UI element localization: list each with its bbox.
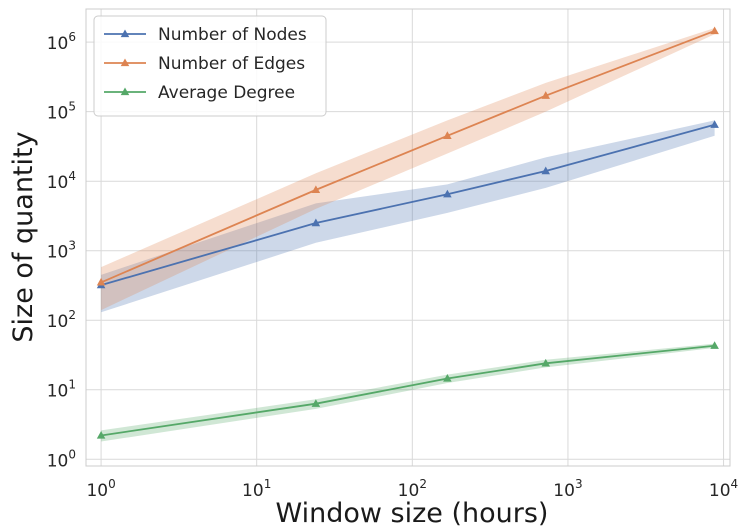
plot-area-frame: [85, 8, 731, 467]
y-tick-label: 101: [47, 378, 76, 402]
average-degree-point: [311, 399, 321, 407]
number-of-nodes-band: [101, 120, 715, 313]
number-of-nodes-point: [710, 120, 719, 128]
number-of-edges-point: [443, 131, 452, 139]
y-tick-label: 104: [47, 169, 76, 193]
legend-label: Number of Edges: [158, 54, 305, 74]
x-tick-label: 102: [398, 477, 427, 501]
average-degree-point: [541, 358, 551, 367]
legend-marker: [120, 87, 130, 96]
x-tick-label: 100: [86, 477, 115, 501]
y-tick-label: 106: [47, 30, 76, 54]
x-tick-label: 101: [242, 477, 271, 501]
legend-marker: [120, 29, 130, 38]
number-of-edges-point: [96, 277, 106, 286]
y-tick-labels: 100 101 102 103 104 105 106: [47, 30, 76, 471]
average-degree-point: [443, 374, 452, 382]
x-tick-labels: 100 101 102 103 104: [86, 477, 738, 501]
legend-label: Average Degree: [158, 83, 295, 103]
y-tick-label: 105: [47, 100, 76, 124]
average-degree-point: [710, 341, 719, 349]
legend-marker: [120, 58, 130, 67]
y-tick-label: 102: [47, 308, 76, 332]
x-tick-label: 103: [553, 477, 582, 501]
number-of-edges-point: [710, 26, 719, 35]
legend-label: Number of Nodes: [158, 25, 307, 45]
number-of-nodes-point: [311, 218, 321, 227]
confidence-bands: [101, 27, 715, 442]
number-of-edges-band: [101, 27, 715, 311]
x-axis-label: Window size (hours): [276, 498, 549, 529]
y-axis-label: Size of quantity: [8, 131, 39, 342]
y-tick-label: 103: [47, 239, 76, 263]
number-of-edges-point: [311, 185, 321, 194]
number-of-nodes-point: [443, 189, 452, 198]
average-degree-point: [96, 430, 106, 439]
y-tick-label: 100: [47, 447, 76, 471]
series-markers: [96, 26, 719, 439]
x-tick-label: 104: [709, 477, 738, 501]
legend-box: [93, 15, 327, 117]
legend: Number of Nodes Number of Edges Average De…: [93, 15, 327, 117]
number-of-nodes-point: [541, 166, 551, 175]
number-of-edges-point: [541, 91, 551, 99]
average-degree-band: [101, 343, 715, 442]
